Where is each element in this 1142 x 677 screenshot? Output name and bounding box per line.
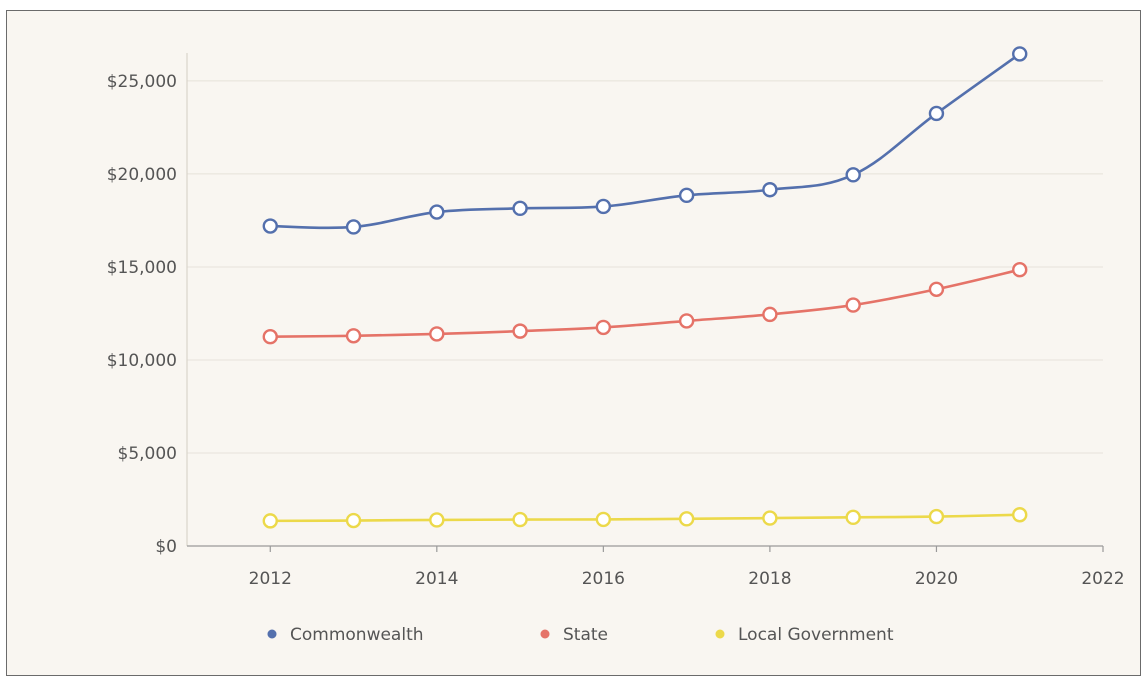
series-lines (268, 52, 1022, 523)
data-point-commonwealth[interactable] (762, 182, 778, 198)
series-line-state (268, 268, 1022, 339)
legend-label-state: State (563, 625, 608, 645)
data-point-state[interactable] (429, 326, 445, 342)
data-point-commonwealth[interactable] (678, 187, 695, 204)
x-tick-label: 2016 (582, 569, 625, 589)
data-point-local-government[interactable] (1012, 507, 1028, 523)
legend-item-commonwealth[interactable]: Commonwealth (267, 625, 424, 645)
data-point-state[interactable] (845, 297, 861, 313)
chart-frame: $0 $5,000 $10,000 $15,000 $20,000 $25,000 2012… (6, 10, 1141, 676)
data-point-commonwealth[interactable] (512, 200, 528, 217)
legend: Commonwealth State Local Government (267, 625, 894, 645)
axes: $0 $5,000 $10,000 $15,000 $20,000 $25,000 2012… (107, 53, 1125, 589)
legend-marker-state (540, 629, 550, 639)
data-point-state[interactable] (595, 319, 612, 336)
data-point-local-government[interactable] (845, 509, 861, 526)
legend-label-commonwealth: Commonwealth (290, 625, 424, 645)
y-tick-label: $15,000 (107, 258, 177, 278)
data-point-state[interactable] (345, 328, 362, 344)
data-point-commonwealth[interactable] (429, 204, 445, 220)
y-tick-label: $0 (155, 537, 177, 557)
data-point-state[interactable] (678, 313, 695, 329)
data-point-state[interactable] (762, 306, 778, 323)
x-tick-label: 2022 (1081, 569, 1124, 589)
data-point-commonwealth[interactable] (928, 105, 945, 122)
data-points (262, 46, 1028, 529)
y-tick-label: $25,000 (107, 72, 177, 92)
legend-item-local-government[interactable]: Local Government (715, 625, 894, 645)
data-point-commonwealth[interactable] (262, 218, 278, 234)
y-tick-label: $20,000 (107, 165, 177, 185)
series-line-commonwealth (268, 52, 1022, 230)
data-point-state[interactable] (512, 323, 528, 339)
x-tick-label: 2014 (415, 569, 458, 589)
data-point-commonwealth[interactable] (595, 198, 612, 215)
legend-marker-commonwealth (267, 629, 277, 639)
y-tick-label: $10,000 (107, 351, 177, 371)
x-tick-label: 2020 (915, 569, 958, 589)
gridlines (187, 80, 1103, 454)
data-point-local-government[interactable] (762, 510, 778, 526)
line-chart: $0 $5,000 $10,000 $15,000 $20,000 $25,000 2012… (107, 46, 1125, 645)
data-point-state[interactable] (1012, 262, 1028, 278)
data-point-local-government[interactable] (678, 511, 695, 527)
x-tick-label: 2012 (249, 569, 292, 589)
data-point-local-government[interactable] (262, 513, 278, 529)
data-point-local-government[interactable] (345, 512, 362, 529)
data-point-local-government[interactable] (512, 511, 528, 528)
legend-label-local-government: Local Government (738, 625, 894, 645)
data-point-local-government[interactable] (928, 508, 945, 525)
legend-marker-local-government (715, 629, 725, 639)
data-point-commonwealth[interactable] (1012, 46, 1028, 62)
data-point-state[interactable] (928, 281, 945, 297)
series-line-local-government (268, 513, 1022, 523)
data-point-local-government[interactable] (595, 511, 612, 528)
y-tick-label: $5,000 (118, 444, 177, 464)
legend-item-state[interactable]: State (540, 625, 609, 645)
x-tick-label: 2018 (748, 569, 791, 589)
data-point-commonwealth[interactable] (845, 167, 861, 183)
data-point-state[interactable] (262, 329, 278, 345)
data-point-local-government[interactable] (429, 512, 445, 528)
data-point-commonwealth[interactable] (345, 219, 362, 235)
